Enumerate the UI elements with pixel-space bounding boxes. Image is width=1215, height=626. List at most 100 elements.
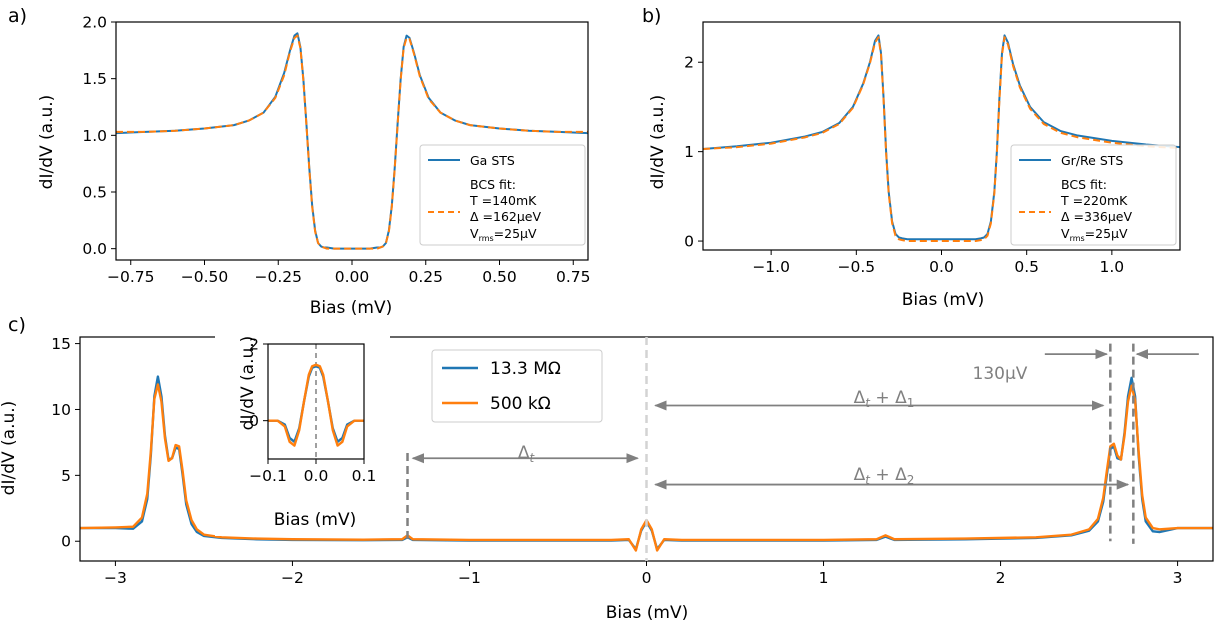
panel-inset: dI/dV (a.u.) Bias (mV) −0.1 0.0 0.1 0 2 — [215, 336, 390, 536]
panel-b: b) dI/dV (a.u.) Bias (mV) −1.0 −0.5 0.0 0.5… — [642, 5, 1181, 310]
panel-a-legend-box — [419, 144, 586, 246]
ytick-label-c-3: 15 — [51, 335, 71, 353]
annotation-delta-t-symbol: Δ — [518, 443, 530, 463]
annotation-dt2-sub: t — [865, 473, 871, 487]
annotation-dt1-plus: + Δ — [870, 388, 907, 408]
series-group-c — [80, 375, 1213, 552]
xtick-label-c-3: 0 — [642, 569, 652, 587]
legend-label-bcs-fit-b: BCS fit: — [1061, 177, 1107, 192]
annotation-dt1-sub2: 1 — [907, 396, 915, 410]
ytick-label-a-4: 2.0 — [82, 14, 107, 32]
xtick-label-a-4: 0.25 — [408, 268, 443, 286]
xtick-label-b-2: 0.0 — [929, 258, 954, 276]
xtick-label-b-1: −0.5 — [838, 258, 876, 276]
legend-label-temp: T =140mK — [469, 193, 537, 208]
series-group-inset — [268, 363, 364, 447]
series-a-bcs-fit — [116, 34, 588, 250]
legend-label-bcs-fit: BCS fit: — [470, 177, 516, 192]
panel-b-legend: Gr/Re STS BCS fit: T =220mK Δ =336μeV Vr… — [1010, 144, 1177, 246]
ytick-label-b-2: 2 — [684, 54, 694, 72]
legend-label-500-kohm: 500 kΩ — [490, 394, 551, 414]
annotation-dt2-symbol: Δ — [854, 465, 866, 485]
ytick-label-b-0: 0 — [684, 233, 694, 251]
series-c-500-k — [80, 383, 1213, 552]
ytick-label-a-0: 0.0 — [82, 240, 107, 258]
inset-ylabel: dI/dV (a.u.) — [238, 336, 258, 431]
panel-b-xlabel: Bias (mV) — [902, 290, 985, 310]
annotation-delta-t-sub: t — [529, 451, 535, 465]
xtick-label-a-1: −0.50 — [181, 268, 229, 286]
inset-plot-area: −0.1 0.0 0.1 0 2 — [249, 336, 376, 486]
legend-label-13-3-mohm: 13.3 MΩ — [490, 359, 561, 379]
panel-c-annotations — [406, 337, 1199, 561]
series-group-b — [703, 34, 1180, 243]
annotation-dt1-symbol: Δ — [854, 388, 866, 408]
legend-label-ga-sts: Ga STS — [470, 153, 515, 168]
annotation-dt1-sub: t — [865, 396, 871, 410]
legend-label-gap: Δ =162μeV — [470, 209, 542, 224]
panel-b-legend-box — [1010, 144, 1177, 246]
xtick-label-c-6: 3 — [1173, 569, 1183, 587]
ytick-label-a-3: 1.5 — [82, 70, 107, 88]
legend-vrms-sub: rms — [479, 234, 494, 243]
legend-vrms-value: =25μV — [494, 226, 537, 241]
panel-c-label: c) — [8, 314, 26, 336]
xtick-label-a-6: 0.75 — [556, 268, 591, 286]
xtick-label-b-4: 1.0 — [1100, 258, 1125, 276]
panel-c-ylabel: dI/dV (a.u.) — [0, 401, 19, 496]
ytick-label-b-1: 1 — [684, 143, 694, 161]
annotation-splitting: 130μV — [973, 364, 1028, 384]
ytick-label-c-1: 5 — [61, 467, 71, 485]
xtick-label-inset-2: 0.1 — [352, 467, 377, 485]
xtick-label-a-3: 0.00 — [335, 268, 370, 286]
xtick-label-inset-1: 0.0 — [304, 467, 329, 485]
inset-background — [215, 336, 390, 536]
panel-c-legend: 13.3 MΩ 500 kΩ — [431, 349, 603, 423]
legend-label-vrms: Vrms=25μV — [470, 226, 537, 243]
xtick-label-c-0: −3 — [104, 569, 127, 587]
xtick-label-a-2: −0.25 — [255, 268, 303, 286]
xtick-label-c-1: −2 — [281, 569, 304, 587]
ytick-label-inset-1: 2 — [249, 336, 259, 354]
xtick-label-c-4: 1 — [819, 569, 829, 587]
legend-label-gap-b: Δ =336μeV — [1061, 209, 1133, 224]
panel-a-label: a) — [8, 5, 27, 27]
series-group-a — [116, 32, 588, 250]
xtick-label-a-5: 0.50 — [482, 268, 517, 286]
series-inset-500-k — [268, 363, 364, 447]
xtick-label-a-0: −0.75 — [107, 268, 155, 286]
legend-vrms-v-b: V — [1061, 226, 1070, 241]
ytick-label-a-2: 1.0 — [82, 127, 107, 145]
annotation-delta-t-plus-delta-1: Δt + Δ1 — [854, 388, 915, 410]
legend-vrms-value-b: =25μV — [1085, 226, 1128, 241]
legend-label-temp-b: T =220mK — [1060, 193, 1128, 208]
xtick-label-c-2: −1 — [458, 569, 481, 587]
ytick-label-c-2: 10 — [51, 401, 71, 419]
annotation-delta-t-plus-delta-2: Δt + Δ2 — [854, 465, 915, 487]
panel-a-legend: Ga STS BCS fit: T =140mK Δ =162μeV Vrms=… — [419, 144, 586, 246]
ytick-label-c-0: 0 — [61, 533, 71, 551]
panel-c-xlabel: Bias (mV) — [606, 603, 689, 623]
annotation-dt2-plus: + Δ — [870, 465, 907, 485]
xtick-label-b-3: 0.5 — [1014, 258, 1039, 276]
xtick-label-b-0: −1.0 — [752, 258, 790, 276]
annotation-delta-t: Δt — [518, 443, 536, 465]
legend-vrms-v: V — [470, 226, 479, 241]
legend-label-vrms-b: Vrms=25μV — [1061, 226, 1128, 243]
panel-a-plot-area: −0.75 −0.50 −0.25 0.00 0.25 0.50 0.75 0.0 0.5 1.0… — [82, 14, 590, 287]
legend-vrms-sub-b: rms — [1070, 234, 1085, 243]
panel-c: c) dI/dV (a.u.) Bias (mV) −3 −2 −1 0 1 2 30510… — [0, 314, 1214, 623]
xtick-label-inset-0: −0.1 — [249, 467, 287, 485]
panel-b-plot-area: −1.0 −0.5 0.0 0.5 1.0 0 1 2 — [684, 21, 1181, 276]
panel-a: a) dI/dV (a.u.) Bias (mV) −0.75 −0.50 −0.2… — [8, 5, 591, 318]
ytick-label-inset-0: 0 — [249, 412, 259, 430]
inset-xlabel: Bias (mV) — [274, 510, 357, 530]
series-b-bcs-fit — [703, 36, 1180, 243]
annotation-dt2-sub2: 2 — [907, 473, 915, 487]
panel-a-xlabel: Bias (mV) — [310, 298, 393, 318]
xtick-label-c-5: 2 — [996, 569, 1006, 587]
panel-a-ylabel: dI/dV (a.u.) — [37, 95, 57, 190]
panel-b-ylabel: dI/dV (a.u.) — [648, 95, 668, 190]
